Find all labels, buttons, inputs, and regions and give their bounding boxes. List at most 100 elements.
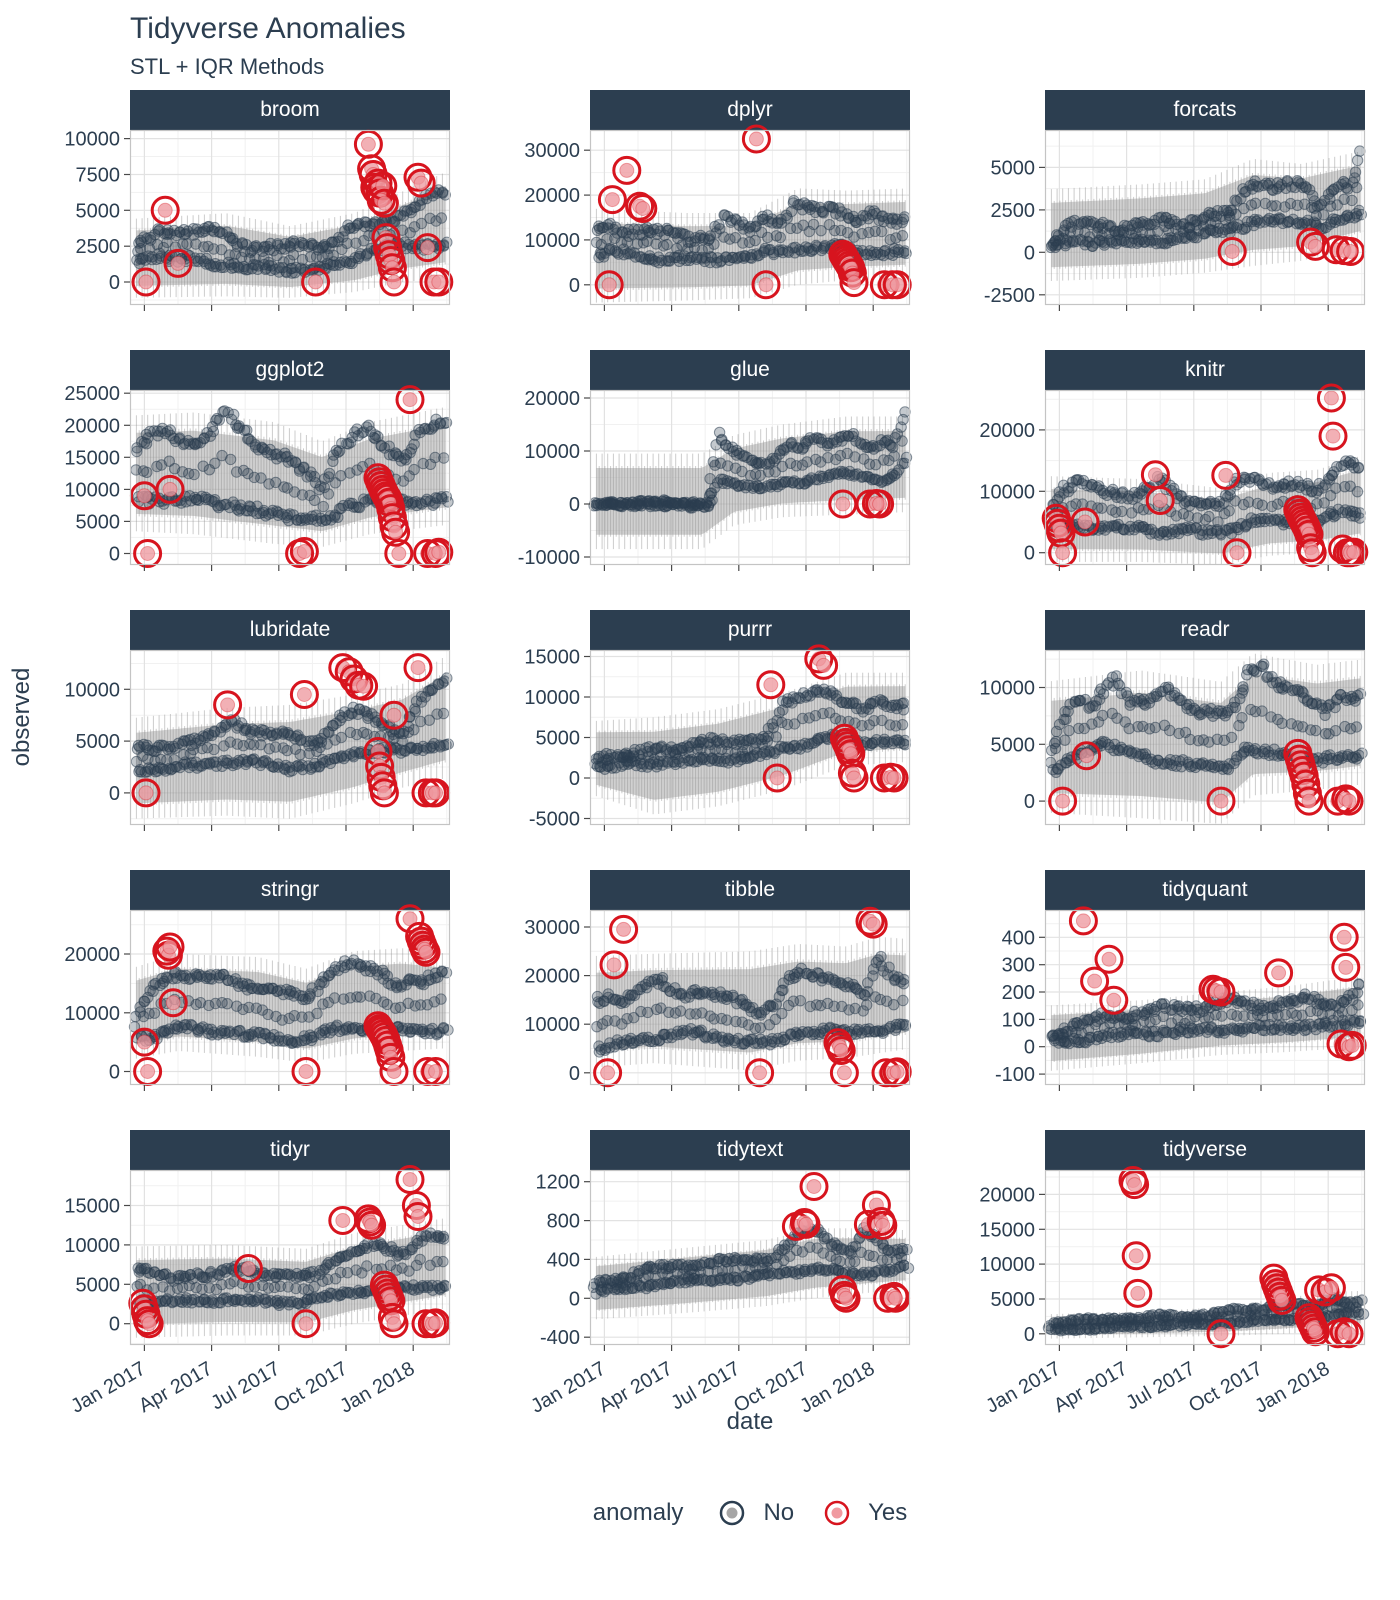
facet-strip: lubridate [130,610,450,650]
facet-strip: readr [1045,610,1365,650]
svg-text:10000: 10000 [979,678,1035,700]
svg-text:10000: 10000 [64,129,120,151]
x-tick-label: Jul 2017 [667,1357,745,1415]
svg-text:0: 0 [1024,791,1035,813]
svg-text:0: 0 [109,783,120,805]
svg-text:5000: 5000 [76,731,121,753]
svg-text:2500: 2500 [991,200,1036,222]
facet: tidyverse 0 5000 10000 15000 20000 [975,1130,1371,1360]
facet: tidyquant -100 0 100 200 300 400 [975,870,1371,1100]
svg-text:30000: 30000 [524,140,580,162]
svg-text:15000: 15000 [524,647,580,669]
plot-title: Tidyverse Anomalies [130,12,406,45]
legend-item-no: No [715,1496,794,1530]
facet-title: tidyr [270,1138,310,1161]
facet-strip: tidyr [130,1130,450,1170]
facet-title: knitr [1185,358,1225,381]
facet: tidytext -400 0 400 800 1200 [520,1130,916,1360]
facet: purrr -5000 0 5000 10000 15000 [520,610,916,840]
facet: tibble 0 10000 20000 30000 [520,870,916,1100]
svg-text:5000: 5000 [76,511,121,533]
y-axis-label: observed [8,667,35,767]
svg-text:-2500: -2500 [984,285,1035,307]
legend-label-yes: Yes [868,1499,908,1526]
facet: lubridate 0 5000 10000 [60,610,456,840]
plot-subtitle: STL + IQR Methods [130,54,325,79]
x-tick-label: Jul 2017 [207,1357,285,1415]
svg-text:20000: 20000 [524,185,580,207]
facet-panel: -2500 0 2500 5000 [984,129,1367,311]
svg-text:-5000: -5000 [529,809,580,831]
legend-label-no: No [763,1499,795,1526]
svg-text:0: 0 [1024,543,1035,565]
svg-text:0: 0 [109,272,120,294]
facet: glue -10000 0 10000 20000 [518,350,916,580]
facet: dplyr 0 10000 20000 30000 [520,90,916,320]
facet-panel: 0 5000 10000 [64,649,454,831]
facet-title: ggplot2 [255,358,325,381]
facet: knitr 0 10000 20000 [975,350,1371,580]
svg-text:-10000: -10000 [518,547,580,569]
facet: broom 0 2500 5000 7500 10000 [60,90,456,320]
legend-item-yes: Yes [820,1496,907,1530]
x-tick-label: Jul 2017 [1122,1357,1200,1415]
anomaly-yes-icon [824,1500,850,1526]
svg-text:5000: 5000 [76,200,121,222]
facet-strip: glue [590,350,910,390]
svg-text:2500: 2500 [76,236,121,258]
facet-title: stringr [260,878,320,901]
facet-title: tidytext [716,1138,784,1161]
facet-strip: forcats [1045,90,1365,130]
x-axis-label: date [726,1408,774,1435]
svg-text:0: 0 [569,768,580,790]
svg-text:5000: 5000 [536,728,581,750]
svg-text:20000: 20000 [979,420,1035,442]
facet-title: forcats [1173,98,1237,121]
svg-text:15000: 15000 [64,447,120,469]
svg-text:10000: 10000 [524,230,580,252]
facet-title: broom [260,98,320,121]
facet-strip: tidytext [590,1130,910,1170]
facet-strip: broom [130,90,450,130]
svg-text:10000: 10000 [524,687,580,709]
svg-text:25000: 25000 [64,383,120,405]
svg-text:5000: 5000 [991,157,1036,179]
facet-panel: 0 5000 10000 15000 20000 25000 [64,383,454,571]
svg-text:10000: 10000 [64,679,120,701]
facet-panel: -10000 0 10000 20000 [518,388,913,571]
facet-panel: 0 5000 10000 [979,649,1368,831]
facet-strip: dplyr [590,90,910,130]
svg-text:0: 0 [1024,242,1035,264]
svg-text:0: 0 [569,275,580,297]
facet-strip: purrr [590,610,910,650]
anomaly-no-icon [720,1500,745,1526]
facet-panel: -5000 0 5000 10000 15000 [524,644,911,831]
facet-strip: knitr [1045,350,1365,390]
legend: anomaly No Yes [100,1490,1400,1536]
facet: forcats -2500 0 2500 5000 [975,90,1371,320]
facet-strip: tibble [590,870,910,910]
facet-strip: ggplot2 [130,350,450,390]
facet: ggplot2 0 5000 10000 15000 20000 25000 [60,350,456,580]
legend-title: anomaly [592,1499,684,1526]
svg-text:0: 0 [569,494,580,516]
facet-panel: 0 2500 5000 7500 10000 [64,129,454,311]
facet-strip: tidyverse [1045,1130,1365,1170]
svg-text:10000: 10000 [524,441,580,463]
facet-title: lubridate [249,618,331,641]
facet-title: tidyverse [1162,1138,1248,1161]
svg-text:20000: 20000 [524,388,580,410]
facet-title: tidyquant [1162,878,1248,901]
svg-text:10000: 10000 [64,479,120,501]
facet: tidyr 0 5000 10000 15000 [60,1130,456,1360]
facet-title: readr [1180,618,1230,641]
svg-text:7500: 7500 [76,165,121,187]
facet-title: glue [730,358,770,381]
